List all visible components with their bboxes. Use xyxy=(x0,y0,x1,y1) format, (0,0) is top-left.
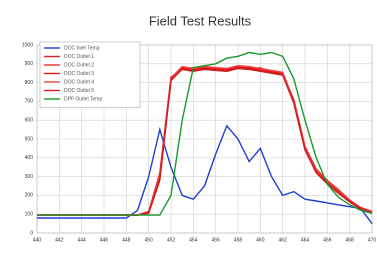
y-tick-label: 800 xyxy=(25,80,34,86)
chart: Field Test Results 0 100 200 300 400 500 600 70… xyxy=(0,0,377,276)
y-tick-label: 100 xyxy=(25,212,34,218)
x-tick-label: 454 xyxy=(189,237,198,243)
x-tick-label: 450 xyxy=(144,237,153,243)
legend-label: DOC Outlet 4 xyxy=(64,79,94,85)
legend-label: DOC Outlet 2 xyxy=(64,62,94,68)
x-tick-label: 460 xyxy=(256,237,265,243)
y-tick-label: 700 xyxy=(25,99,34,105)
x-tick-label: 456 xyxy=(211,237,220,243)
x-tick-label: 468 xyxy=(345,237,354,243)
legend-label: DPF Outlet Temp xyxy=(64,96,102,102)
y-tick-label: 300 xyxy=(25,174,34,180)
y-tick-label: 600 xyxy=(25,118,34,124)
y-tick-label: 0 xyxy=(30,230,33,236)
y-tick-label: 900 xyxy=(25,61,34,67)
x-tick-label: 452 xyxy=(167,237,176,243)
chart-title: Field Test Results xyxy=(149,13,252,28)
x-tick-label: 464 xyxy=(301,237,310,243)
y-tick-label: 500 xyxy=(25,136,34,142)
y-tick-label: 400 xyxy=(25,155,34,161)
legend-label: DOC Inlet Temp xyxy=(64,45,100,51)
x-tick-label: 444 xyxy=(77,237,86,243)
x-tick-label: 470 xyxy=(368,237,377,243)
legend-label: DOC Outlet 3 xyxy=(64,71,94,77)
x-tick-label: 440 xyxy=(33,237,42,243)
legend-label: DOC Outlet 5 xyxy=(64,88,94,94)
x-tick-label: 442 xyxy=(55,237,64,243)
x-tick-label: 466 xyxy=(323,237,332,243)
x-tick-label: 462 xyxy=(278,237,287,243)
x-tick-label: 448 xyxy=(122,237,131,243)
y-tick-label: 1000 xyxy=(22,42,33,48)
x-tick-label: 446 xyxy=(100,237,109,243)
x-tick-label: 458 xyxy=(234,237,243,243)
y-tick-label: 200 xyxy=(25,193,34,199)
legend-label: DOC Outlet 1 xyxy=(64,54,94,60)
